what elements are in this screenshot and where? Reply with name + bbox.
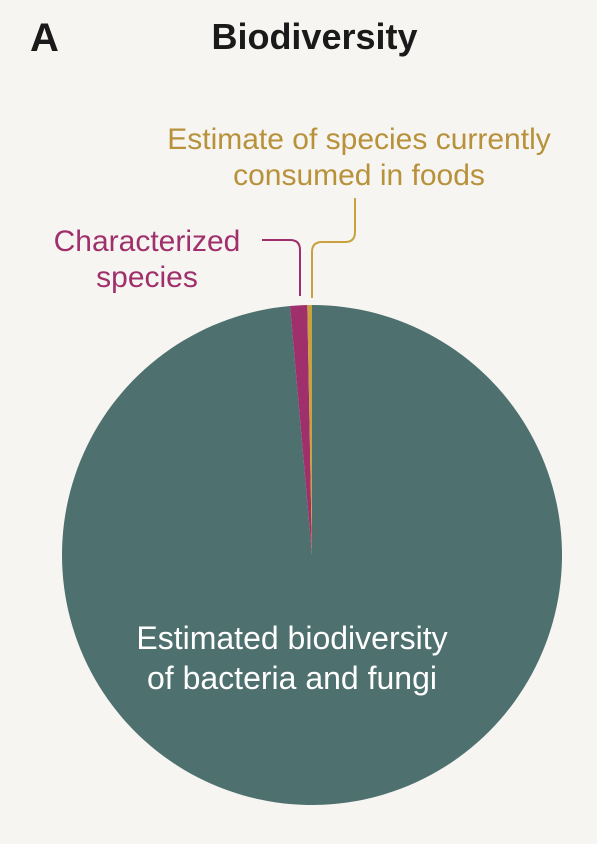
leader-line-foods <box>311 198 356 298</box>
slice-label-characterized: Characterized species <box>22 224 272 296</box>
slice-label-bacteria-fungi-line-2: of bacteria and fungi <box>147 660 437 696</box>
pie-slice-foods <box>307 305 312 555</box>
pie-slice-characterized <box>290 305 312 555</box>
panel-label: A <box>30 16 59 60</box>
slice-label-foods-line-1: Estimate of species currently <box>167 123 551 156</box>
slice-label-foods-line-2: consumed in foods <box>233 159 485 192</box>
slice-label-characterized-line-2: species <box>96 261 198 294</box>
chart-title: Biodiversity <box>211 16 418 57</box>
slice-label-foods: Estimate of species currently consumed i… <box>124 122 594 194</box>
slice-label-bacteria-fungi-line-1: Estimated biodiversity <box>136 620 448 656</box>
leader-line-characterized <box>262 239 301 296</box>
slice-label-characterized-line-1: Characterized <box>53 225 241 258</box>
slice-label-bacteria-fungi: Estimated biodiversity of bacteria and f… <box>82 618 502 698</box>
pie-slice-bacteria-fungi <box>61 305 562 806</box>
